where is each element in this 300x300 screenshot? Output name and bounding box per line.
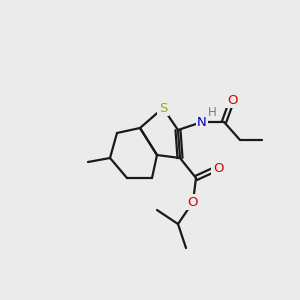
Text: O: O (227, 94, 237, 106)
Text: O: O (213, 161, 223, 175)
Text: H: H (208, 106, 216, 118)
Text: N: N (197, 116, 207, 128)
Text: S: S (159, 101, 167, 115)
Text: O: O (188, 196, 198, 208)
